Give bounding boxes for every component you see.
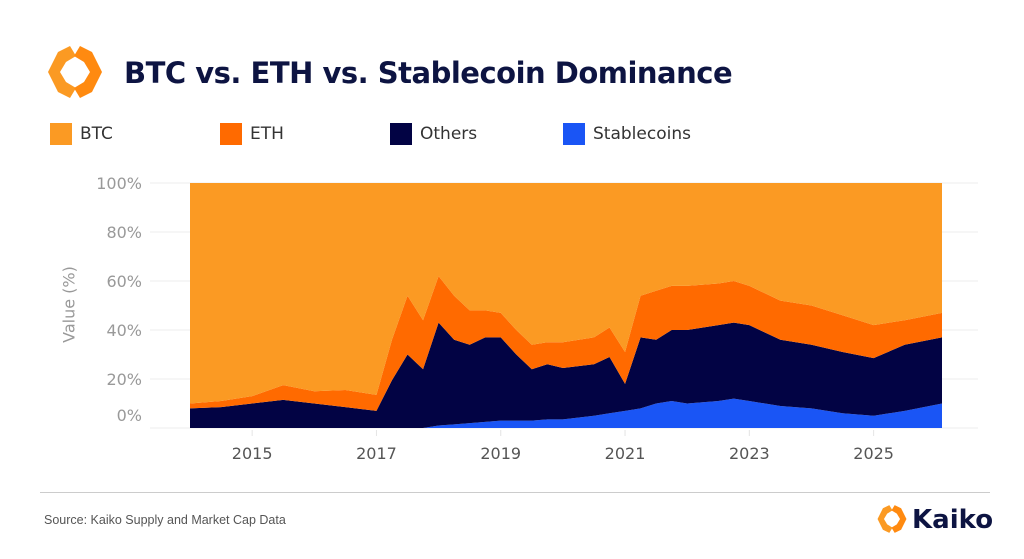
chart-title: BTC vs. ETH vs. Stablecoin Dominance (124, 56, 733, 90)
y-tick-label: 40% (106, 321, 142, 340)
legend-label: BTC (80, 124, 113, 144)
x-tick-label: 2019 (480, 444, 521, 463)
legend-swatch (563, 123, 585, 145)
brand-name: Kaiko (912, 505, 994, 535)
legend-item-stablecoins: Stablecoins (563, 123, 691, 145)
stacked-area-chart: 0% 20% 40% 60% 80% 100% 2015 2017 2019 2021 2023 20… (96, 174, 978, 463)
legend-item-others: Others (390, 123, 477, 145)
area-others (190, 322, 942, 428)
y-tick-label: 60% (106, 272, 142, 291)
source-note: Source: Kaiko Supply and Market Cap Data (44, 513, 286, 527)
legend-swatch (50, 123, 72, 145)
x-tick-label: 2017 (356, 444, 397, 463)
area-eth (190, 276, 942, 411)
area-btc (190, 183, 942, 404)
y-tick-label: 100% (96, 174, 142, 193)
y-tick-label: 0% (117, 406, 142, 425)
kaiko-logo-icon (48, 46, 102, 98)
y-tick-label: 20% (106, 370, 142, 389)
legend-swatch (220, 123, 242, 145)
x-tick-label: 2023 (729, 444, 770, 463)
x-tick-label: 2021 (605, 444, 646, 463)
legend-label: ETH (250, 124, 284, 144)
legend-label: Others (420, 124, 478, 144)
footer-divider (40, 492, 990, 493)
legend-item-eth: ETH (220, 123, 284, 145)
kaiko-footer-logo-icon (877, 505, 907, 533)
x-tick-label: 2025 (853, 444, 894, 463)
legend-label: Stablecoins (593, 124, 691, 144)
area-stablecoins (190, 398, 942, 428)
x-tick-label: 2015 (232, 444, 273, 463)
legend-item-btc: BTC (50, 123, 113, 145)
y-tick-label: 80% (106, 223, 142, 242)
legend-swatch (390, 123, 412, 145)
